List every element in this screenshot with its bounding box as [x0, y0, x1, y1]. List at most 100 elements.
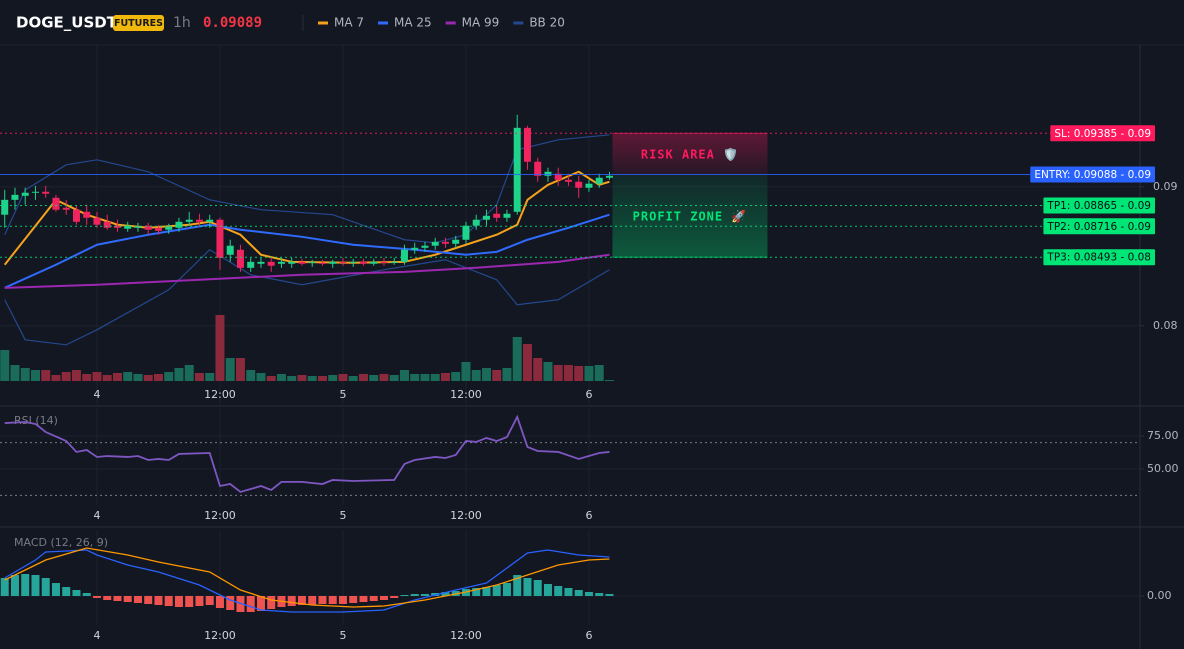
volume-bar [0, 350, 10, 381]
volume-bar [430, 374, 440, 381]
volume-bar [194, 373, 204, 381]
candle-body [452, 239, 460, 244]
candle-body [236, 249, 244, 268]
level-tag-box [1050, 125, 1155, 142]
volume-bar [399, 370, 409, 381]
x-tick-label: 4 [93, 388, 100, 401]
volume-bar [512, 337, 522, 381]
candle-body [175, 221, 183, 228]
macd-histogram-bar [205, 596, 214, 605]
plot-area: 4 12:00 5 12:00 6 0.09 0.08 RISK AREA 🛡️ PROFIT … [0, 45, 1179, 642]
candle-body [575, 181, 583, 188]
volume-bar [112, 373, 122, 381]
volume-bar [317, 376, 327, 381]
candle-body [513, 127, 521, 212]
macd-line [4, 547, 610, 608]
volume-bar [604, 380, 614, 381]
candle-body [103, 221, 111, 228]
macd-histogram-bar [92, 596, 101, 598]
x-tick-label: 12:00 [204, 388, 236, 401]
candle-body [11, 194, 19, 200]
macd-histogram-bar [492, 585, 501, 596]
volume-bar [92, 372, 102, 381]
volume-bar [328, 375, 338, 381]
candle-body [206, 219, 214, 222]
volume-bar [246, 370, 256, 381]
moving-average-line [4, 213, 610, 289]
macd-histogram-bar [502, 583, 511, 596]
market-badge [113, 15, 164, 31]
candle-body [370, 261, 378, 264]
macd-histogram-bar [369, 596, 378, 601]
volume-bar [225, 358, 235, 381]
candle-body [21, 192, 29, 196]
volume-bar [440, 373, 450, 381]
volume-bar [235, 358, 245, 381]
level-tag: TP1: 0.08865 - 0.09 [1043, 197, 1155, 214]
volume-bar [471, 370, 481, 381]
macd-histogram-bar [62, 587, 71, 596]
macd-histogram-bar [359, 596, 368, 602]
candle-body [605, 175, 613, 178]
volume-bar [502, 368, 512, 381]
candle-body [441, 241, 449, 244]
macd-histogram-bar [308, 596, 317, 605]
macd-histogram-bar [0, 578, 9, 596]
rsi-line [4, 414, 610, 493]
candle-body [359, 261, 367, 264]
candle-body [380, 261, 388, 263]
volume-bar [451, 372, 461, 381]
level-tag-label: TP1: 0.08865 - 0.09 [1046, 200, 1151, 212]
candle-body [154, 227, 162, 231]
macd-histogram-bar [41, 578, 50, 596]
macd-histogram-bar [144, 596, 153, 604]
zone-label: RISK AREA 🛡️ [641, 147, 739, 161]
x-tick-label: 6 [585, 388, 592, 401]
volume-bar [102, 375, 112, 381]
volume-bar [522, 344, 532, 381]
level-tag-label: ENTRY: 0.09088 - 0.09 [1034, 169, 1151, 181]
macd-histogram-bar [185, 596, 194, 607]
candle-body [216, 219, 224, 258]
market-badge-text: FUTURES [114, 18, 163, 29]
macd-histogram-bar [338, 596, 347, 604]
volume-bar [297, 375, 307, 381]
candle-body [585, 183, 593, 188]
x-tick-label: 12:00 [450, 509, 482, 522]
candle-body [523, 127, 531, 162]
symbol: DOGE_USDT [16, 14, 118, 32]
x-tick-label: 5 [339, 388, 346, 401]
candle-body [421, 245, 429, 248]
volume-bar [481, 368, 491, 381]
candle-body [493, 213, 501, 218]
macd-histogram-bar [72, 590, 81, 596]
candle-body [247, 261, 255, 268]
volume-bar [338, 374, 348, 381]
candle-body [134, 226, 142, 228]
macd-histogram-bar [103, 596, 112, 600]
candle-body [288, 261, 296, 264]
macd-histogram-bar [482, 587, 491, 596]
volume-bar [563, 365, 573, 381]
level-tag: SL: 0.09385 - 0.09 [1050, 125, 1155, 142]
volume-bar [584, 366, 594, 381]
macd-histogram-bar [472, 588, 481, 596]
macd-histogram-bar [318, 596, 327, 604]
macd-histogram-bar [267, 596, 276, 609]
candle-body [1, 199, 9, 215]
volume-bar [51, 375, 61, 381]
volume-bar [256, 373, 266, 381]
volume-bar [41, 370, 51, 381]
candle-body [124, 225, 132, 229]
candle-body [349, 261, 357, 263]
volume-bar [20, 368, 30, 381]
candle-body [93, 217, 101, 225]
candle-body [144, 225, 152, 230]
volume-bar [133, 374, 143, 381]
macd-histogram-bar [123, 596, 132, 602]
y-tick-label: 0.08 [1153, 319, 1178, 332]
level-tag: TP2: 0.08716 - 0.09 [1043, 218, 1155, 235]
y-tick-label: 50.00 [1147, 462, 1179, 475]
